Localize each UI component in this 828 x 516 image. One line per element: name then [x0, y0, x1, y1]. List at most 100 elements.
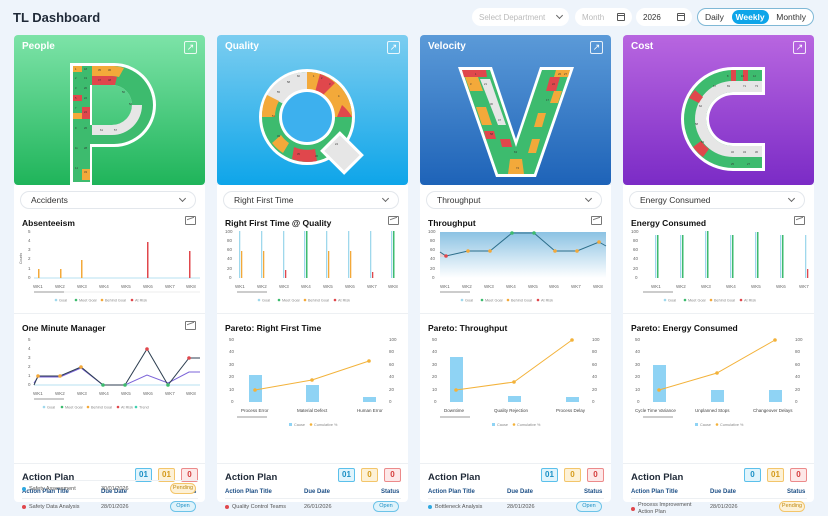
- svg-text:0: 0: [795, 399, 798, 404]
- svg-text:34: 34: [743, 150, 746, 154]
- metric-select[interactable]: Right First Time: [223, 191, 399, 209]
- open-count-badge[interactable]: 01: [338, 468, 355, 482]
- c-letter-heatmap: 8 10 12 67 69 71 73 62 58 53 32 34 36 25 27: [681, 67, 765, 171]
- period-weekly[interactable]: Weekly: [731, 10, 769, 24]
- svg-text:WK7: WK7: [571, 284, 581, 289]
- chart1-title: Right First Time @ Quality: [225, 218, 332, 228]
- svg-text:Meet Goal: Meet Goal: [688, 299, 706, 303]
- row-due: 28/01/2026: [507, 504, 535, 510]
- svg-text:0: 0: [432, 275, 435, 280]
- period-toggle: Daily Weekly Monthly: [697, 8, 814, 26]
- svg-text:Behind Goal: Behind Goal: [105, 299, 126, 303]
- svg-text:WK2: WK2: [676, 284, 686, 289]
- open-count-badge[interactable]: 0: [744, 468, 761, 482]
- chart-image-icon[interactable]: [185, 321, 196, 330]
- hero-title: Velocity: [428, 41, 466, 52]
- svg-text:2: 2: [28, 364, 31, 369]
- row-title: Process Improvement Action Plan: [638, 502, 692, 515]
- table-row[interactable]: Bottleneck Analysis 28/01/2026 Open: [428, 498, 604, 512]
- open-external-icon[interactable]: ↗: [387, 41, 400, 54]
- svg-text:80: 80: [389, 349, 395, 354]
- svg-text:36: 36: [755, 150, 758, 154]
- table-row[interactable]: Process Improvement Action Plan 28/01/20…: [631, 498, 807, 515]
- period-monthly[interactable]: Monthly: [776, 12, 806, 22]
- svg-text:At Risk: At Risk: [135, 299, 147, 303]
- metric-select[interactable]: Accidents: [20, 191, 196, 209]
- svg-text:Meet Goal: Meet Goal: [65, 406, 83, 410]
- svg-text:61: 61: [100, 128, 103, 132]
- open-count-badge[interactable]: 01: [541, 468, 558, 482]
- divider: [623, 313, 814, 314]
- metric-select[interactable]: Throughput: [426, 191, 602, 209]
- chart-image-icon[interactable]: [185, 216, 196, 225]
- pending-count-badge[interactable]: 0: [361, 468, 378, 482]
- metric-select[interactable]: Energy Consumed: [629, 191, 805, 209]
- chart-image-icon[interactable]: [591, 216, 602, 225]
- overdue-count-badge[interactable]: 0: [587, 468, 604, 482]
- overdue-count-badge[interactable]: 0: [181, 468, 198, 482]
- rft-chart: 100 80 60 40 20 0 WK1 WK2 WK3 WK4 WK5 WK6 WK7 WK8 G…: [225, 229, 398, 303]
- svg-text:24: 24: [84, 110, 87, 114]
- period-daily[interactable]: Daily: [705, 12, 724, 22]
- svg-text:WK7: WK7: [799, 284, 809, 289]
- svg-text:20: 20: [592, 387, 598, 392]
- svg-text:0: 0: [434, 399, 437, 404]
- svg-text:Cumulative %: Cumulative %: [720, 423, 744, 427]
- svg-text:1: 1: [75, 67, 77, 71]
- hero-card-quality[interactable]: 1 2 3 4 60 58 55 51 49 35 30 24 Quality ↗: [217, 35, 408, 185]
- chart-image-icon[interactable]: [794, 216, 805, 225]
- svg-text:33: 33: [84, 170, 87, 174]
- svg-text:58: 58: [695, 122, 698, 126]
- hero-card-people[interactable]: 1 18 2 19 3 20 5 22 7 24 9 26 11 28 14 33 35 36 47 48 5…: [14, 35, 205, 185]
- hero-card-cost[interactable]: 8 10 12 67 69 71 73 62 58 53 32 34 36 25 27 Cost ↗: [623, 35, 814, 185]
- svg-text:1: 1: [313, 74, 315, 78]
- open-count-badge[interactable]: 01: [135, 468, 152, 482]
- svg-text:Behind Goal: Behind Goal: [714, 299, 735, 303]
- svg-text:35: 35: [297, 152, 300, 156]
- svg-text:30: 30: [229, 362, 235, 367]
- svg-text:40: 40: [229, 349, 235, 354]
- svg-text:22: 22: [84, 96, 87, 100]
- table-row[interactable]: Quality Control Teams 26/01/2026 Open: [225, 498, 401, 512]
- svg-text:40: 40: [592, 374, 598, 379]
- overdue-count-badge[interactable]: 0: [790, 468, 807, 482]
- open-external-icon[interactable]: ↗: [793, 41, 806, 54]
- open-external-icon[interactable]: ↗: [590, 41, 603, 54]
- overdue-count-badge[interactable]: 0: [384, 468, 401, 482]
- col-header-status: Status: [584, 489, 603, 495]
- month-picker[interactable]: Month: [575, 8, 632, 26]
- svg-text:20: 20: [635, 374, 641, 379]
- svg-text:40: 40: [432, 349, 438, 354]
- svg-text:Cause: Cause: [497, 423, 508, 427]
- pending-count-badge[interactable]: 01: [767, 468, 784, 482]
- svg-text:Goal: Goal: [59, 299, 67, 303]
- chart2-title: Pareto: Throughput: [428, 323, 508, 333]
- svg-text:Behind Goal: Behind Goal: [308, 299, 329, 303]
- pending-count-badge[interactable]: 01: [158, 468, 175, 482]
- year-value: 2026: [643, 12, 661, 22]
- svg-text:55: 55: [277, 90, 280, 94]
- table-row[interactable]: Safety Data Analysis 28/01/2026 Open: [22, 498, 198, 513]
- table-row[interactable]: Safety Assessment 30/01/2026 Pending: [22, 480, 198, 495]
- svg-text:WK6: WK6: [776, 284, 786, 289]
- pending-count-badge[interactable]: 0: [564, 468, 581, 482]
- year-picker[interactable]: 2026: [636, 8, 692, 26]
- svg-text:At Risk: At Risk: [121, 406, 133, 410]
- svg-text:WK3: WK3: [279, 284, 289, 289]
- svg-text:20: 20: [795, 387, 801, 392]
- svg-text:35: 35: [98, 68, 101, 72]
- col-header-due: Due Date: [101, 489, 128, 495]
- svg-text:80: 80: [592, 349, 598, 354]
- hero-card-velocity[interactable]: 1 3 21 30 47 58 63 74 26 27 22 17 Velocity ↗: [420, 35, 611, 185]
- svg-text:At Risk: At Risk: [744, 299, 756, 303]
- col-header-title: Action Plan Title: [225, 489, 272, 495]
- energy-chart: 100 80 60 40 20 0 WK1 WK2 WK3 WK4 WK5 WK6 WK7 Goal…: [631, 229, 809, 303]
- department-select[interactable]: Select Department: [472, 8, 569, 26]
- svg-text:5: 5: [28, 337, 31, 342]
- svg-text:80: 80: [227, 238, 233, 243]
- svg-text:40: 40: [430, 256, 436, 261]
- chart-image-icon[interactable]: [388, 216, 399, 225]
- open-external-icon[interactable]: ↗: [184, 41, 197, 54]
